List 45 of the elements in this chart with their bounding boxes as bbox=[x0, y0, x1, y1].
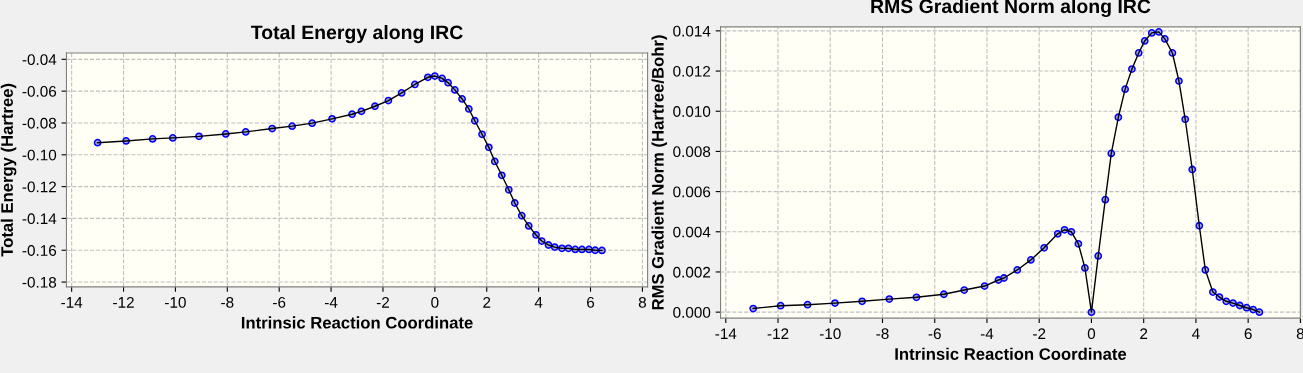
y-tick-label: -0.16 bbox=[22, 245, 57, 256]
y-tick-label: 0.010 bbox=[673, 106, 711, 117]
x-tick-label: -14 bbox=[715, 328, 737, 339]
x-tick-label: 6 bbox=[1244, 328, 1252, 340]
x-tick-label: -12 bbox=[767, 328, 789, 339]
x-tick-label: -12 bbox=[113, 296, 134, 308]
x-tick-label: 0 bbox=[431, 296, 439, 308]
x-tick-label: -8 bbox=[221, 296, 234, 308]
y-tick-label: -0.18 bbox=[22, 276, 57, 288]
y-axis-title: RMS Gradient Norm (Hartree/Bohr) bbox=[651, 35, 668, 310]
x-tick-label: -2 bbox=[1033, 328, 1046, 339]
x-axis-title: Intrinsic Reaction Coordinate bbox=[241, 316, 473, 329]
x-tick-label: 8 bbox=[1296, 328, 1303, 340]
x-tick-label: -2 bbox=[376, 296, 389, 308]
x-tick-label: 0 bbox=[1087, 328, 1096, 340]
y-tick-label: 0.012 bbox=[673, 65, 711, 77]
x-tick-label: -4 bbox=[324, 297, 338, 308]
y-tick-label: -0.04 bbox=[22, 54, 57, 66]
y-tick-label: -0.12 bbox=[22, 181, 56, 193]
x-tick-label: 2 bbox=[483, 296, 491, 308]
y-tick-label: -0.06 bbox=[22, 86, 57, 97]
y-tick-label: -0.14 bbox=[22, 213, 57, 225]
y-tick-label: 0.008 bbox=[673, 146, 711, 158]
x-tick-label: -4 bbox=[980, 328, 994, 339]
y-tick-label: -0.10 bbox=[22, 149, 57, 161]
x-tick-label: -6 bbox=[928, 328, 941, 340]
x-tick-label: 6 bbox=[587, 296, 595, 308]
y-tick-label: 0.014 bbox=[673, 25, 711, 37]
x-tick-label: -10 bbox=[819, 328, 841, 340]
x-tick-label: -6 bbox=[273, 296, 286, 308]
y-axis-title: Total Energy (Hartree) bbox=[0, 83, 17, 257]
x-tick-label: 8 bbox=[638, 296, 646, 308]
chart-title: Total Energy along IRC bbox=[251, 24, 463, 44]
x-axis-title: Intrinsic Reaction Coordinate bbox=[895, 347, 1127, 360]
y-tick-label: -0.08 bbox=[22, 117, 57, 129]
x-tick-label: 4 bbox=[1192, 328, 1200, 339]
y-tick-label: 0.006 bbox=[673, 186, 711, 198]
y-tick-label: 0.002 bbox=[673, 266, 711, 278]
x-tick-label: -10 bbox=[165, 296, 186, 308]
x-tick-label: -8 bbox=[876, 328, 889, 340]
y-tick-label: 0.004 bbox=[673, 226, 711, 238]
x-tick-label: -14 bbox=[61, 297, 83, 308]
x-tick-label: 4 bbox=[534, 297, 543, 308]
x-tick-label: 2 bbox=[1140, 328, 1148, 339]
y-tick-label: 0.000 bbox=[673, 307, 711, 318]
